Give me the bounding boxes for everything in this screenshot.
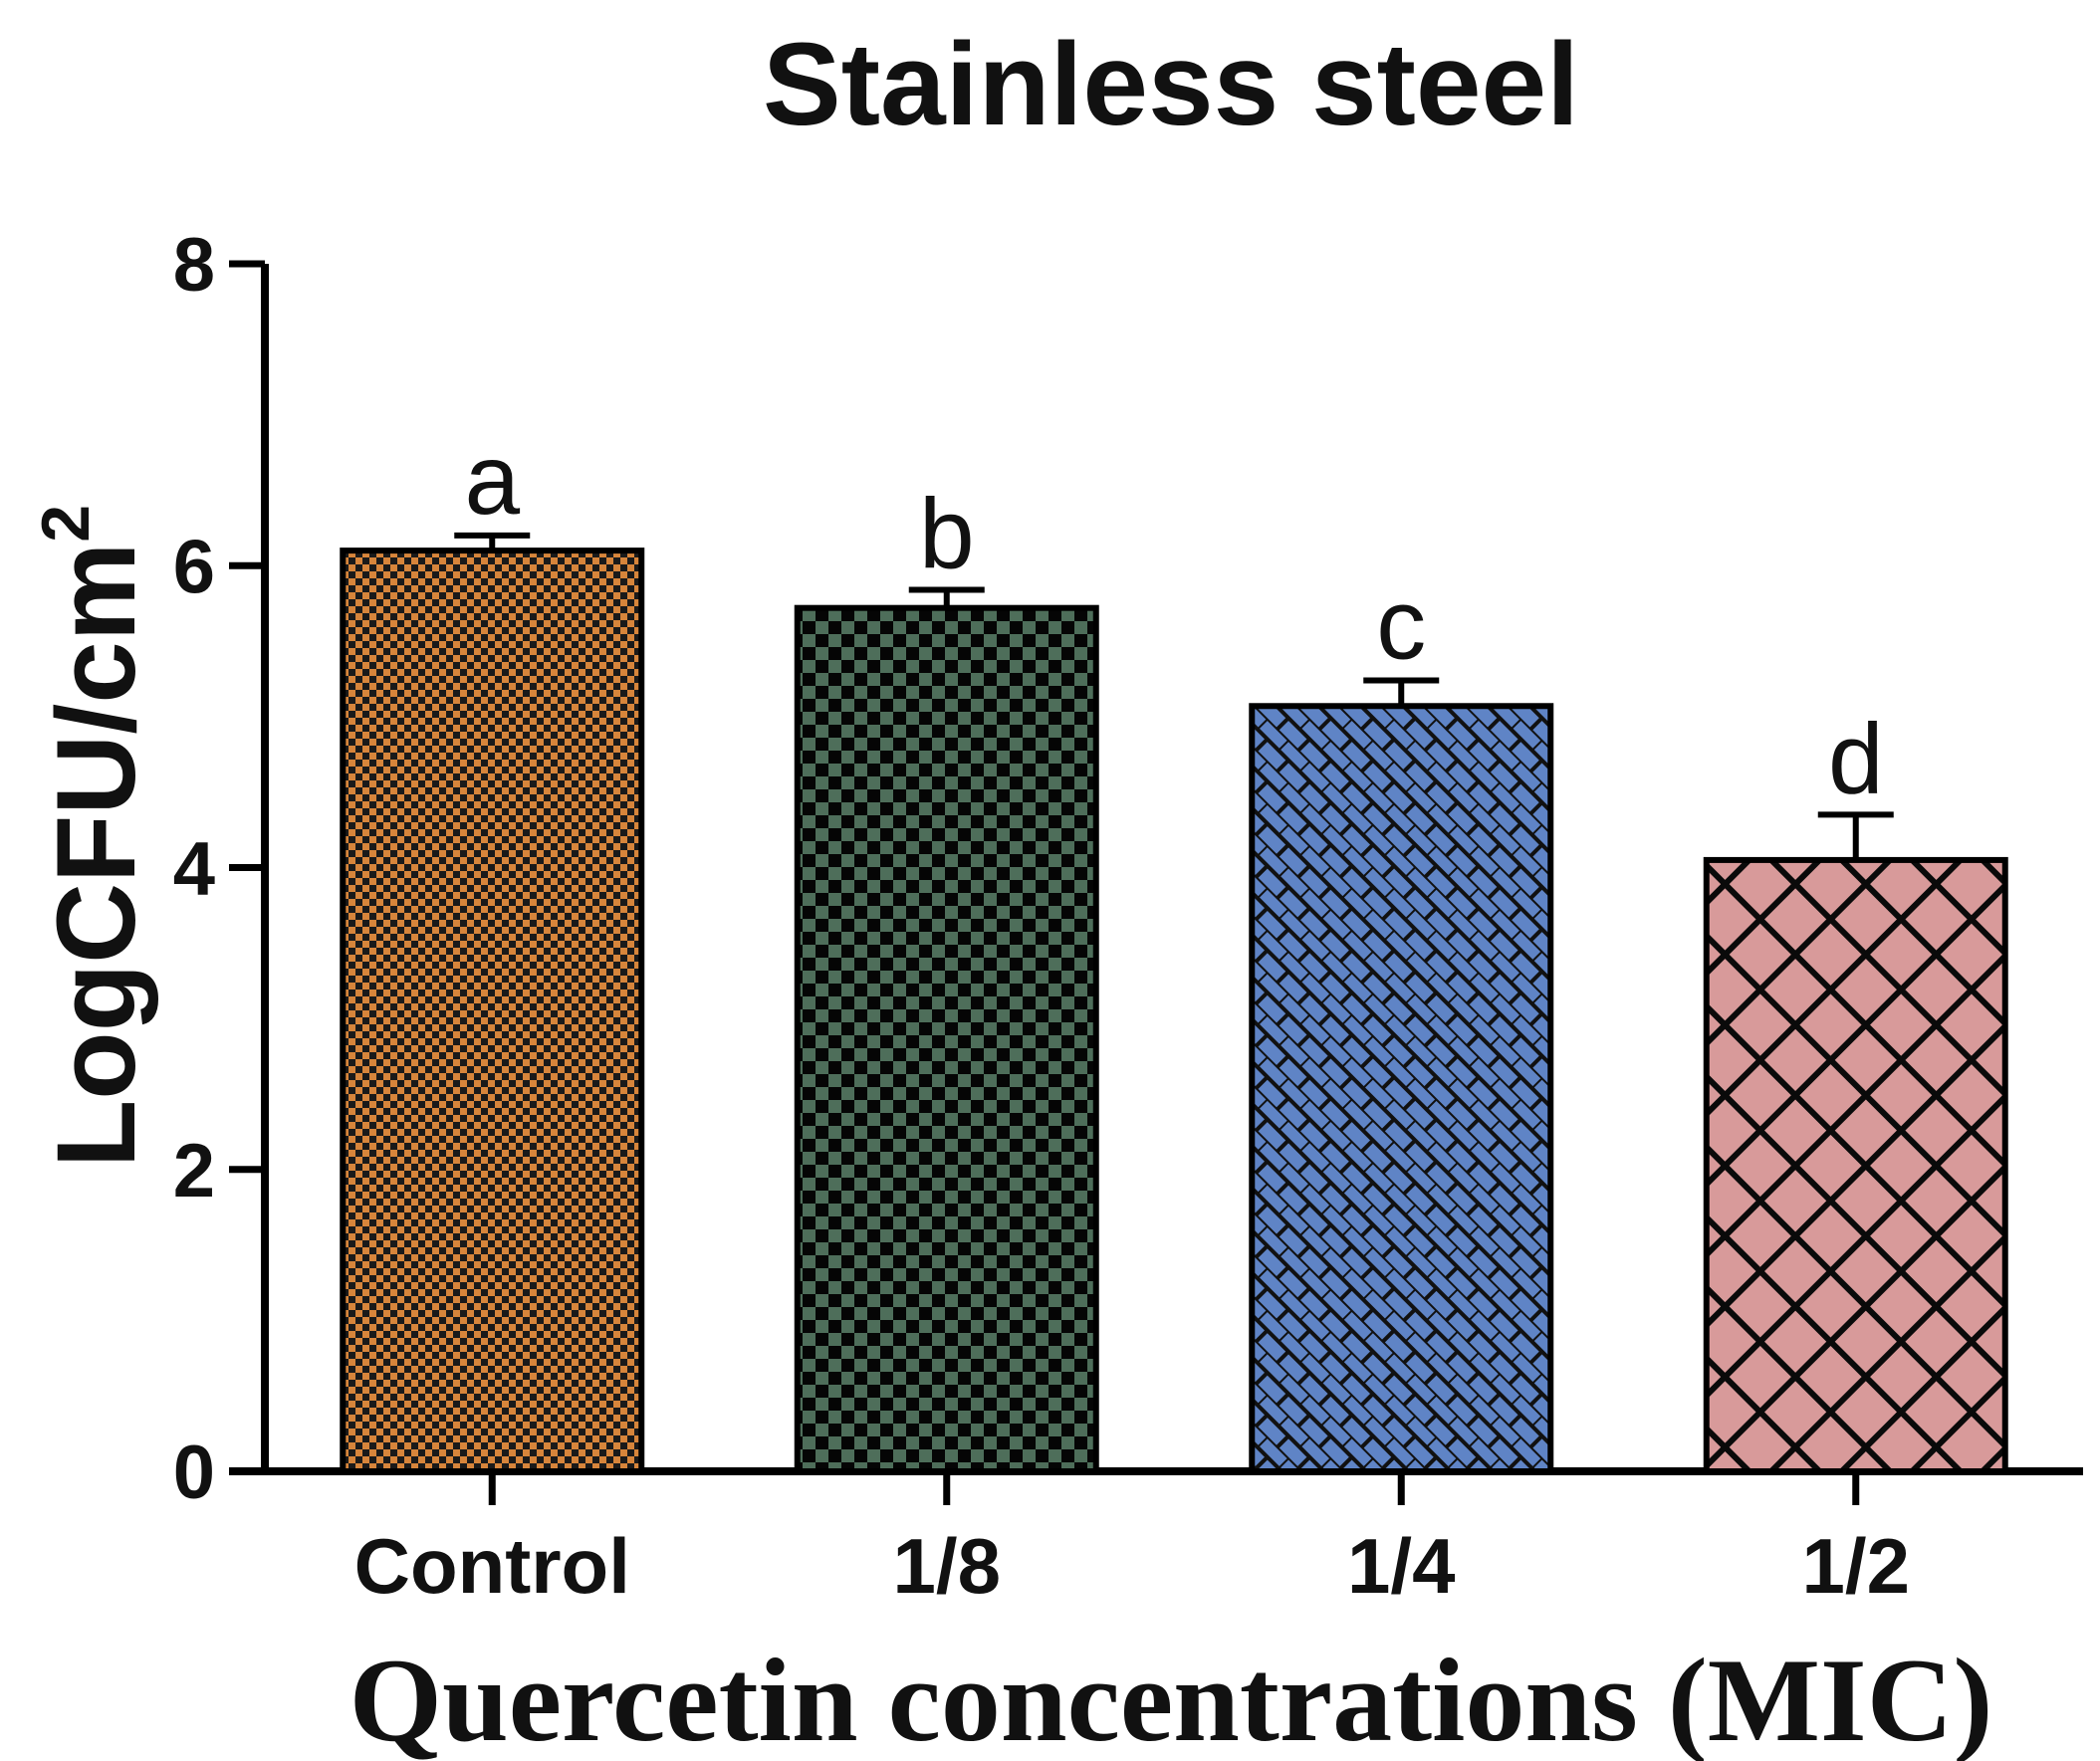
significance-label: c [1376,568,1426,680]
y-tick-label: 8 [173,223,215,308]
bars: a b c d [340,424,2008,1474]
x-tick-label: 1/8 [893,1522,1001,1610]
x-axis: Control 1/8 1/4 1/2 [229,1467,2083,1610]
y-tick-label: 0 [173,1431,215,1515]
bar-1-4 [1249,703,1554,1474]
y-tick-label: 6 [173,525,215,609]
y-tick-label: 4 [173,827,215,912]
x-tick-label: 1/4 [1347,1522,1455,1610]
bar-1-2 [1703,856,2008,1474]
bar-control [340,548,645,1474]
y-axis: 0 2 4 6 8 [173,223,269,1515]
y-tick-label: 2 [173,1129,215,1213]
y-axis-label-superscript: 2 [28,505,104,543]
significance-label: b [919,479,975,590]
bar-1-8 [794,604,1099,1474]
y-axis-label: LogCFU/cm2 [28,505,158,1168]
x-axis-label: Quercetin concentrations (MIC) [350,1634,1993,1761]
y-axis-label-main: LogCFU/cm [34,543,158,1168]
significance-label: d [1828,703,1884,814]
x-tick-label: Control [354,1522,630,1610]
chart-title: Stainless steel [763,19,1579,150]
significance-label: a [464,424,520,536]
x-tick-label: 1/2 [1802,1522,1910,1610]
